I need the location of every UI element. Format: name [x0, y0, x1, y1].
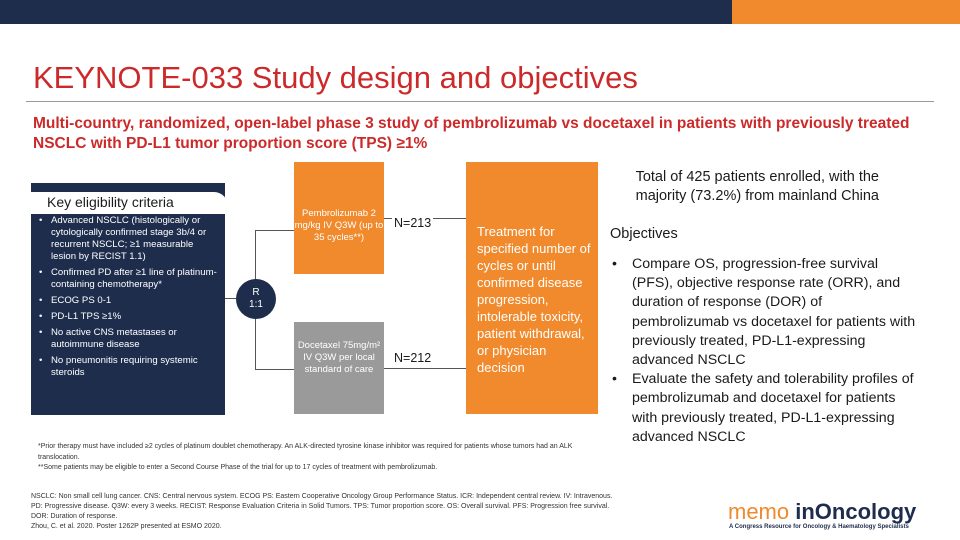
logo-tagline: A Congress Resource for Oncology & Haema… [729, 524, 909, 530]
eligibility-item: No active CNS metastases or autoimmune d… [38, 327, 220, 351]
arm-pembrolizumab-label: Pembrolizumab 2 mg/kg IV Q3W (up to 35 c… [294, 208, 384, 243]
page-subtitle: Multi-country, randomized, open-label ph… [33, 115, 910, 152]
objectives-heading: Objectives [610, 226, 678, 242]
abbreviation-line: PD: Progressive disease. Q3W: every 3 we… [31, 503, 610, 510]
connector-arm2 [255, 369, 294, 370]
eligibility-heading-tab [30, 192, 228, 214]
randomization-ratio: 1:1 [249, 299, 263, 310]
top-bar-dark [0, 0, 732, 24]
objective-item: Compare OS, progression-free survival (P… [612, 255, 922, 370]
eligibility-item: No pneumonitis requiring systemic steroi… [38, 355, 220, 379]
connector-arm2-treatment [384, 368, 466, 369]
logo-memo: memo [728, 499, 790, 524]
enrollment-total: Total of 425 patients enrolled, with the… [635, 169, 879, 204]
abbreviation-line: NSCLC: Non small cell lung cancer. CNS: … [31, 493, 613, 500]
eligibility-item: Advanced NSCLC (histologically or cytolo… [38, 215, 220, 263]
memo-inoncology-logo: memo inOncology [728, 499, 916, 525]
eligibility-item: ECOG PS 0-1 [38, 295, 220, 307]
arm-docetaxel-label: Docetaxel 75mg/m² IV Q3W per local stand… [297, 340, 381, 375]
treatment-text: Treatment for specified number of cycles… [477, 224, 591, 375]
title-divider [26, 101, 934, 102]
eligibility-item: PD-L1 TPS ≥1% [38, 311, 220, 323]
randomization-circle: R 1:1 [236, 279, 276, 319]
connector-down [255, 319, 256, 369]
eligibility-list: Advanced NSCLC (histologically or cytolo… [38, 215, 220, 383]
footnote-2: **Some patients may be eligible to enter… [38, 464, 438, 471]
footnote-1: *Prior therapy must have included ≥2 cyc… [38, 443, 573, 461]
abbreviation-line: DOR: Duration of response. [31, 513, 118, 520]
objective-item: Evaluate the safety and tolerability pro… [612, 370, 922, 447]
reference-line: Zhou, C. et al. 2020. Poster 1262P prese… [31, 523, 222, 530]
abbreviations: NSCLC: Non small cell lung cancer. CNS: … [31, 492, 711, 532]
logo-brand: inOncology [795, 499, 917, 524]
connector-up [255, 230, 256, 279]
footnotes: *Prior therapy must have included ≥2 cyc… [38, 442, 598, 474]
objectives-list: Compare OS, progression-free survival (P… [612, 255, 922, 447]
arm-docetaxel: Docetaxel 75mg/m² IV Q3W per local stand… [294, 322, 384, 414]
top-bar-accent [732, 0, 960, 24]
arm-pembrolizumab: Pembrolizumab 2 mg/kg IV Q3W (up to 35 c… [294, 162, 384, 274]
treatment-box [466, 162, 598, 414]
connector-arm1 [255, 230, 294, 231]
arm-docetaxel-n: N=212 [392, 351, 434, 365]
randomization-label: R [252, 287, 260, 298]
page-title: KEYNOTE-033 Study design and objectives [33, 60, 638, 95]
eligibility-item: Confirmed PD after ≥1 line of platinum-c… [38, 267, 220, 291]
eligibility-heading: Key eligibility criteria [47, 194, 174, 210]
arm-pembrolizumab-n: N=213 [392, 216, 434, 230]
